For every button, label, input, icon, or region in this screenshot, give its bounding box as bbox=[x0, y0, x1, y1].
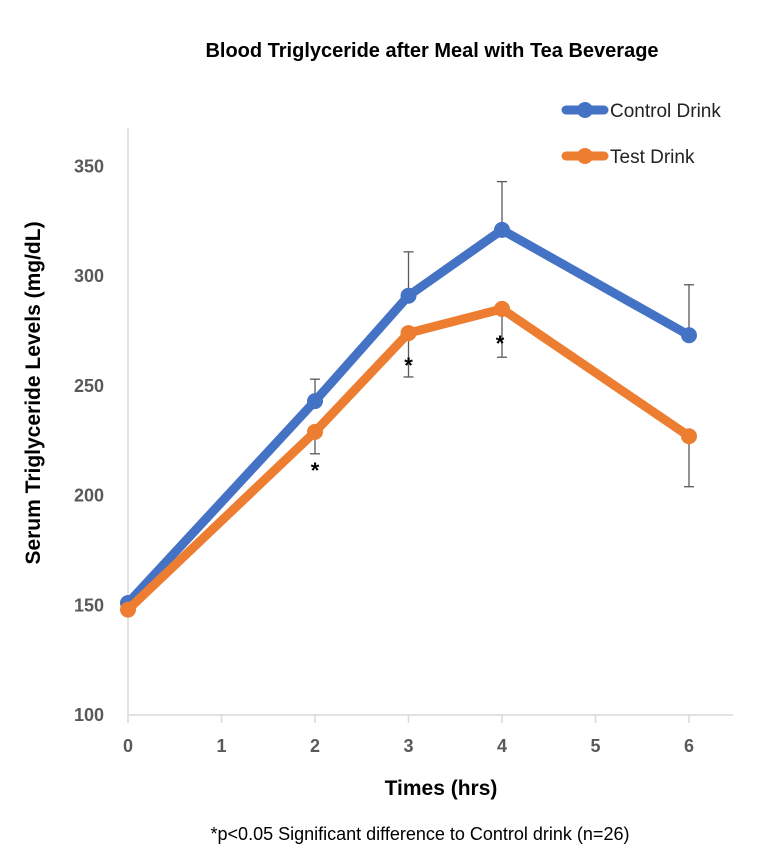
legend: Control Drink Test Drink bbox=[561, 101, 721, 168]
test-drink-point bbox=[400, 325, 417, 342]
x-tick-label: 4 bbox=[497, 736, 507, 756]
x-tick-label: 1 bbox=[216, 736, 226, 756]
x-tick-label: 6 bbox=[684, 736, 694, 756]
significance-marks: * * * bbox=[311, 331, 505, 483]
y-tick-label: 150 bbox=[74, 595, 104, 615]
test-drink-point bbox=[681, 428, 697, 445]
significance-asterisk: * bbox=[496, 331, 505, 356]
y-tick-label: 350 bbox=[74, 156, 104, 176]
test-drink-point bbox=[120, 601, 136, 618]
y-tick-label: 250 bbox=[74, 376, 104, 396]
x-tick-label: 3 bbox=[403, 736, 413, 756]
control-drink-point bbox=[681, 327, 697, 344]
series-lines bbox=[120, 221, 697, 618]
y-axis-label: Serum Triglyceride Levels (mg/dL) bbox=[22, 221, 45, 564]
chart-title: Blood Triglyceride after Meal with Tea B… bbox=[205, 40, 658, 62]
x-axis-label: Times (hrs) bbox=[385, 777, 498, 800]
axes bbox=[127, 128, 733, 716]
legend-marker-test-drink bbox=[577, 148, 593, 164]
legend-label-control-drink: Control Drink bbox=[610, 101, 721, 122]
test-drink-point bbox=[494, 300, 510, 317]
y-tick-label: 100 bbox=[74, 705, 104, 725]
y-tick-label: 300 bbox=[74, 266, 104, 286]
significance-asterisk: * bbox=[311, 458, 320, 483]
x-tick-label: 0 bbox=[123, 736, 133, 756]
x-tick-label: 2 bbox=[310, 736, 320, 756]
control-drink-point bbox=[307, 393, 323, 410]
footnote: *p<0.05 Significant difference to Contro… bbox=[211, 824, 630, 844]
test-drink-point bbox=[307, 423, 323, 440]
x-ticks: 0 1 2 3 4 5 6 bbox=[123, 715, 694, 756]
control-drink-point bbox=[494, 221, 510, 238]
significance-asterisk: * bbox=[404, 353, 413, 378]
y-tick-label: 200 bbox=[74, 486, 104, 506]
control-drink-point bbox=[400, 287, 417, 304]
y-ticks: 100 150 200 250 300 350 bbox=[74, 156, 104, 725]
legend-label-test-drink: Test Drink bbox=[610, 147, 695, 168]
x-tick-label: 5 bbox=[590, 736, 600, 756]
legend-marker-control-drink bbox=[577, 102, 593, 118]
